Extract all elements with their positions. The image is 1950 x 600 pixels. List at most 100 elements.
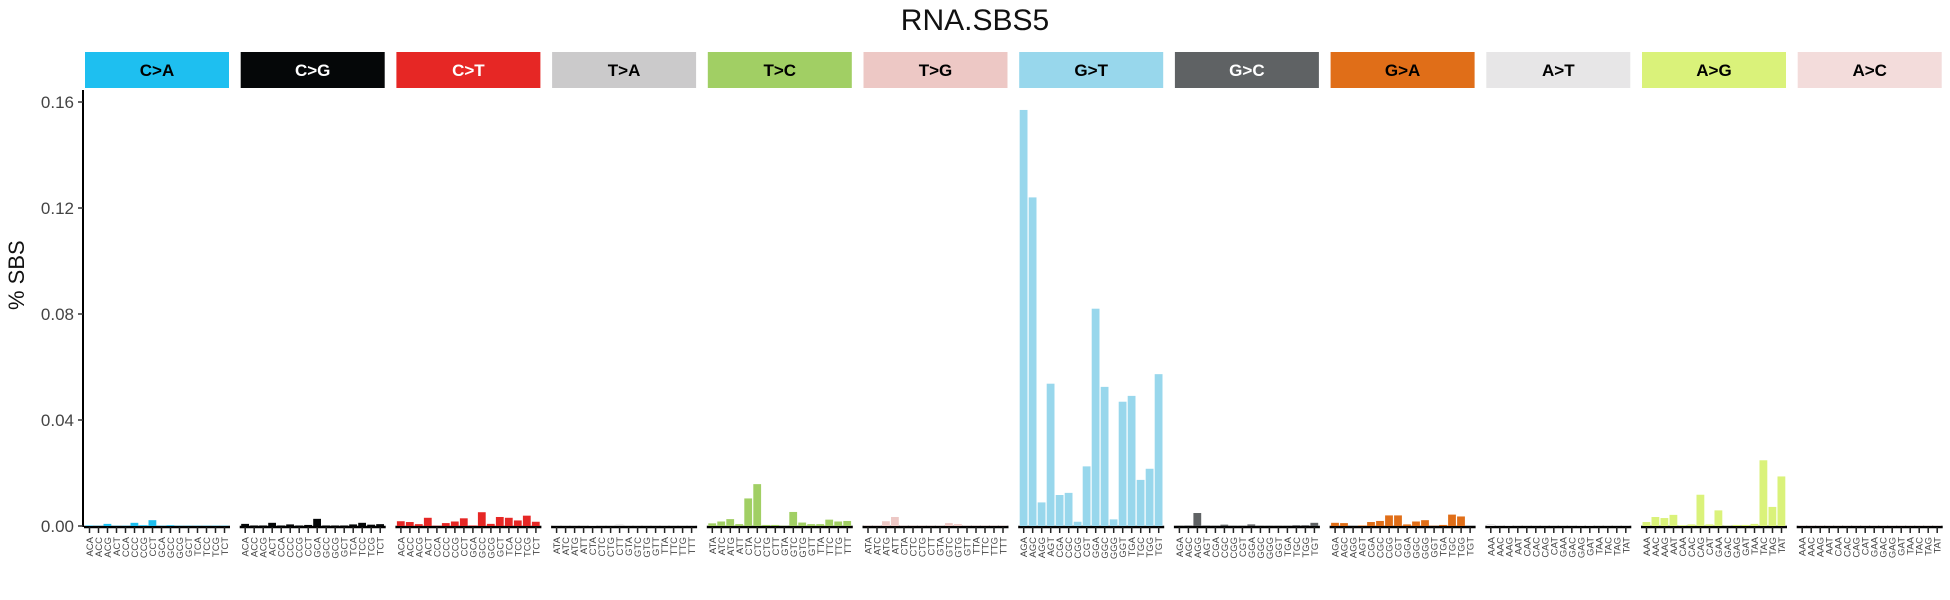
x-tick-label: TAT <box>1621 537 1632 554</box>
bar <box>1037 502 1046 526</box>
x-tick-label: CGT <box>1238 537 1249 557</box>
x-tick-label: TTC <box>669 537 680 556</box>
bar <box>130 522 139 526</box>
facet-strip <box>1019 52 1164 88</box>
x-tick-label: CTG <box>762 537 773 557</box>
x-tick-label: CAC <box>1843 537 1854 557</box>
x-tick-label: CCT <box>304 537 315 557</box>
x-tick-label: ACC <box>250 537 261 557</box>
x-tick-label: TCG <box>367 537 378 557</box>
x-tick-label: ATG <box>570 537 581 556</box>
x-tick-label: ATT <box>891 537 902 554</box>
x-tick-label: GAG <box>1732 537 1743 558</box>
x-tick-label: GCA <box>468 536 479 557</box>
x-tick-label: AAA <box>1642 536 1653 556</box>
bar <box>882 521 890 526</box>
x-tick-label: CTC <box>909 537 920 557</box>
bar <box>304 524 312 526</box>
bar <box>1247 524 1256 526</box>
x-tick-label: CCG <box>450 537 461 558</box>
x-tick-label: GTC <box>633 537 644 557</box>
bar <box>1576 524 1585 526</box>
facet-G-to-A: G>AAGAAGCAGGAGTCGACGCCGGCGTGGAGGCGGGGGTT… <box>1329 52 1477 559</box>
bar <box>891 516 899 526</box>
x-tick-label: TTA <box>972 536 983 554</box>
x-tick-label: ATT <box>735 537 746 554</box>
x-tick-label: CTT <box>927 537 938 556</box>
x-tick-label: TCT <box>376 537 387 556</box>
x-tick-label: CCT <box>459 537 470 557</box>
x-tick-label: TTG <box>834 537 845 556</box>
x-tick-label: GGT <box>1118 537 1129 558</box>
x-tick-label: GCT <box>184 537 195 557</box>
x-tick-label: CTC <box>753 537 764 557</box>
bar <box>1678 525 1687 526</box>
bar <box>954 524 962 526</box>
bar <box>166 525 175 526</box>
y-tick-label: 0.12 <box>41 199 74 218</box>
x-tick-label: CGG <box>1073 537 1084 559</box>
facet-strip <box>396 52 541 88</box>
bar <box>241 523 249 526</box>
x-tick-label: TAC <box>1915 537 1926 555</box>
x-tick-label: ACT <box>112 537 123 556</box>
x-tick-label: TAA <box>1750 536 1761 554</box>
x-tick-label: GGG <box>1109 537 1120 559</box>
x-tick-label: GCG <box>486 537 497 559</box>
bar <box>1136 479 1145 526</box>
x-tick-label: ATC <box>561 537 572 555</box>
x-tick-label: CGC <box>1220 537 1231 558</box>
x-tick-label: TGA <box>1127 536 1138 556</box>
bar <box>1439 524 1447 526</box>
facet-strip <box>707 52 852 88</box>
bar <box>513 520 522 526</box>
bar <box>1376 520 1384 526</box>
x-tick-label: CTA <box>900 536 911 555</box>
x-tick-label: GAA <box>1714 536 1725 557</box>
bar <box>1448 514 1456 526</box>
x-tick-label: CTT <box>615 537 626 556</box>
bar <box>1750 523 1759 526</box>
bar <box>396 521 405 526</box>
bar <box>1457 516 1465 526</box>
x-tick-label: TAC <box>1759 537 1770 555</box>
bar <box>834 521 843 526</box>
bar <box>423 517 432 526</box>
x-tick-label: CAT <box>1549 537 1560 555</box>
facet-strip-label: T>C <box>764 61 797 80</box>
bar <box>313 518 321 526</box>
x-tick-label: GCA <box>313 536 324 557</box>
x-tick-label: TAT <box>1933 537 1944 554</box>
x-tick-label: TCG <box>211 537 222 557</box>
x-tick-label: TCG <box>522 537 533 557</box>
x-tick-label: TGT <box>1154 537 1165 556</box>
bar <box>531 521 540 526</box>
bar <box>1055 494 1064 526</box>
bar <box>807 524 816 526</box>
bar <box>1367 522 1375 526</box>
x-tick-label: ACA <box>396 536 407 556</box>
x-tick-label: AAT <box>1825 537 1836 555</box>
bar <box>504 517 513 526</box>
facet-strip-label: C>G <box>295 61 330 80</box>
bar <box>1504 524 1513 526</box>
x-tick-label: AAC <box>1807 537 1818 557</box>
bar <box>331 525 339 526</box>
bar <box>259 525 267 526</box>
bar <box>1202 525 1211 526</box>
bar <box>1403 524 1411 526</box>
x-tick-label: CGC <box>1376 537 1387 558</box>
x-tick-label: GAT <box>1897 537 1908 556</box>
bar <box>349 524 357 526</box>
facet-A-to-C: A>CAAAAACAAGAATCAACACCAGCATGAAGACGAGGATT… <box>1796 52 1944 558</box>
x-tick-label: GAA <box>1558 536 1569 557</box>
facet-strip <box>1797 52 1942 88</box>
x-tick-label: GCT <box>495 537 506 557</box>
y-tick-label: 0.00 <box>41 517 74 536</box>
facet-strip-label: C>T <box>452 61 485 80</box>
bar <box>588 525 597 526</box>
bar <box>405 522 414 526</box>
x-tick-label: TAG <box>1924 537 1935 556</box>
facet-strip <box>1330 52 1475 88</box>
x-tick-label: GAT <box>1741 537 1752 556</box>
